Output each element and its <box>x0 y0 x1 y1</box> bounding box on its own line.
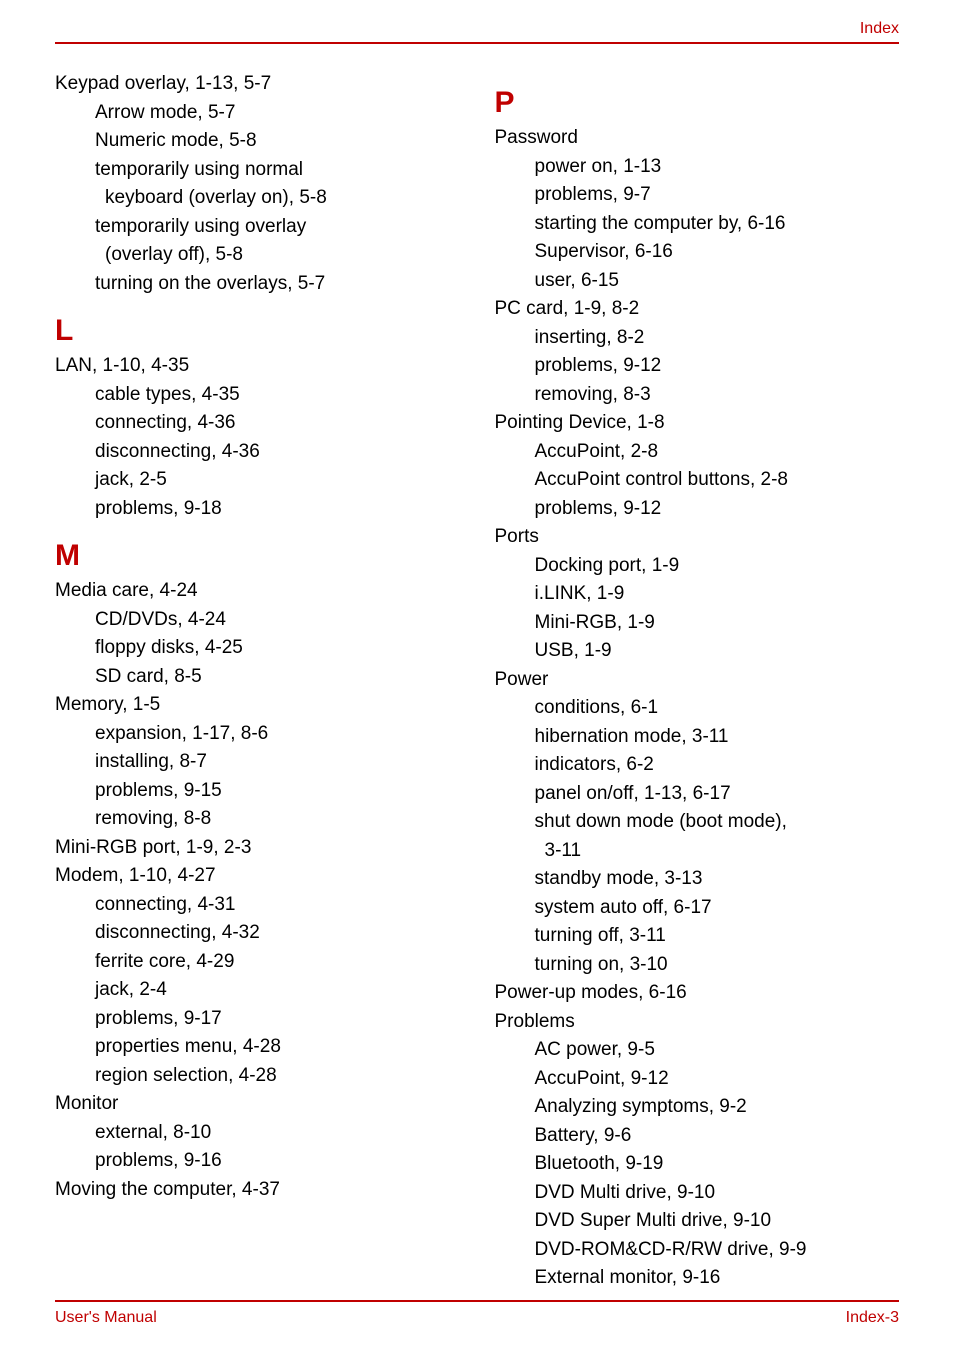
index-entry: jack, 2-4 <box>95 976 460 1005</box>
index-entry: DVD Multi drive, 9-10 <box>535 1179 900 1208</box>
index-entry: LAN, 1-10, 4-35 <box>55 352 460 381</box>
index-entry: connecting, 4-36 <box>95 409 460 438</box>
index-entry: problems, 9-7 <box>535 181 900 210</box>
footer-left-label: User's Manual <box>55 1309 157 1327</box>
index-entry: user, 6-15 <box>535 267 900 296</box>
index-entry: Problems <box>495 1008 900 1037</box>
index-entry: Mini-RGB port, 1-9, 2-3 <box>55 834 460 863</box>
footer-divider <box>55 1300 899 1302</box>
index-entry: problems, 9-16 <box>95 1147 460 1176</box>
index-entry: Arrow mode, 5-7 <box>95 99 460 128</box>
index-entry: Analyzing symptoms, 9-2 <box>535 1093 900 1122</box>
index-entry: problems, 9-15 <box>95 777 460 806</box>
index-entry: SD card, 8-5 <box>95 663 460 692</box>
section-letter: L <box>55 314 460 348</box>
footer-right-label: Index-3 <box>846 1309 899 1327</box>
index-entry: Media care, 4-24 <box>55 577 460 606</box>
index-entry: panel on/off, 1-13, 6-17 <box>535 780 900 809</box>
index-entry: ferrite core, 4-29 <box>95 948 460 977</box>
index-entry: turning off, 3-11 <box>535 922 900 951</box>
index-entry: Monitor <box>55 1090 460 1119</box>
index-entry: Battery, 9-6 <box>535 1122 900 1151</box>
index-entry: temporarily using normal <box>95 156 460 185</box>
index-entry: disconnecting, 4-36 <box>95 438 460 467</box>
index-entry: External monitor, 9-16 <box>535 1264 900 1293</box>
header-label: Index <box>860 20 899 38</box>
index-entry: problems, 9-17 <box>95 1005 460 1034</box>
index-entry: shut down mode (boot mode), <box>535 808 900 837</box>
header-divider <box>55 42 899 44</box>
index-entry: Mini-RGB, 1-9 <box>535 609 900 638</box>
index-entry: Password <box>495 124 900 153</box>
index-entry: Numeric mode, 5-8 <box>95 127 460 156</box>
index-entry: DVD-ROM&CD-R/RW drive, 9-9 <box>535 1236 900 1265</box>
index-entry: expansion, 1-17, 8-6 <box>95 720 460 749</box>
index-entry: cable types, 4-35 <box>95 381 460 410</box>
index-entry: AccuPoint, 2-8 <box>535 438 900 467</box>
index-entry: problems, 9-12 <box>535 495 900 524</box>
index-entry: conditions, 6-1 <box>535 694 900 723</box>
index-entry: region selection, 4-28 <box>95 1062 460 1091</box>
index-entry: Power-up modes, 6-16 <box>495 979 900 1008</box>
index-entry: disconnecting, 4-32 <box>95 919 460 948</box>
index-entry: Docking port, 1-9 <box>535 552 900 581</box>
right-column: P Passwordpower on, 1-13problems, 9-7star… <box>495 70 900 1293</box>
section-letter: M <box>55 539 460 573</box>
index-entry: turning on, 3-10 <box>535 951 900 980</box>
index-entry: Memory, 1-5 <box>55 691 460 720</box>
left-column: Keypad overlay, 1-13, 5-7Arrow mode, 5-7… <box>55 70 460 1293</box>
index-entry: properties menu, 4-28 <box>95 1033 460 1062</box>
index-entry: inserting, 8-2 <box>535 324 900 353</box>
index-entry: floppy disks, 4-25 <box>95 634 460 663</box>
index-entry: indicators, 6-2 <box>535 751 900 780</box>
index-entry: turning on the overlays, 5-7 <box>95 270 460 299</box>
section-letter: P <box>495 86 900 120</box>
index-entry: temporarily using overlay <box>95 213 460 242</box>
index-entry: problems, 9-18 <box>95 495 460 524</box>
index-entry: installing, 8-7 <box>95 748 460 777</box>
index-entry: Power <box>495 666 900 695</box>
index-entry: Moving the computer, 4-37 <box>55 1176 460 1205</box>
index-entry: problems, 9-12 <box>535 352 900 381</box>
index-entry: PC card, 1-9, 8-2 <box>495 295 900 324</box>
index-entry: 3-11 <box>545 837 900 866</box>
index-entry: jack, 2-5 <box>95 466 460 495</box>
index-entry: external, 8-10 <box>95 1119 460 1148</box>
index-entry: DVD Super Multi drive, 9-10 <box>535 1207 900 1236</box>
index-entry: CD/DVDs, 4-24 <box>95 606 460 635</box>
index-entry: Keypad overlay, 1-13, 5-7 <box>55 70 460 99</box>
index-entry: Modem, 1-10, 4-27 <box>55 862 460 891</box>
index-entry: Pointing Device, 1-8 <box>495 409 900 438</box>
index-entry: system auto off, 6-17 <box>535 894 900 923</box>
index-entry: i.LINK, 1-9 <box>535 580 900 609</box>
index-entry: starting the computer by, 6-16 <box>535 210 900 239</box>
index-entry: power on, 1-13 <box>535 153 900 182</box>
index-entry: keyboard (overlay on), 5-8 <box>105 184 460 213</box>
index-content: Keypad overlay, 1-13, 5-7Arrow mode, 5-7… <box>55 70 899 1293</box>
index-entry: USB, 1-9 <box>535 637 900 666</box>
index-entry: removing, 8-8 <box>95 805 460 834</box>
index-entry: standby mode, 3-13 <box>535 865 900 894</box>
index-entry: hibernation mode, 3-11 <box>535 723 900 752</box>
index-entry: connecting, 4-31 <box>95 891 460 920</box>
index-entry: AC power, 9-5 <box>535 1036 900 1065</box>
index-entry: AccuPoint control buttons, 2-8 <box>535 466 900 495</box>
index-entry: (overlay off), 5-8 <box>105 241 460 270</box>
index-entry: Ports <box>495 523 900 552</box>
index-entry: Bluetooth, 9-19 <box>535 1150 900 1179</box>
index-entry: removing, 8-3 <box>535 381 900 410</box>
index-entry: AccuPoint, 9-12 <box>535 1065 900 1094</box>
index-entry: Supervisor, 6-16 <box>535 238 900 267</box>
